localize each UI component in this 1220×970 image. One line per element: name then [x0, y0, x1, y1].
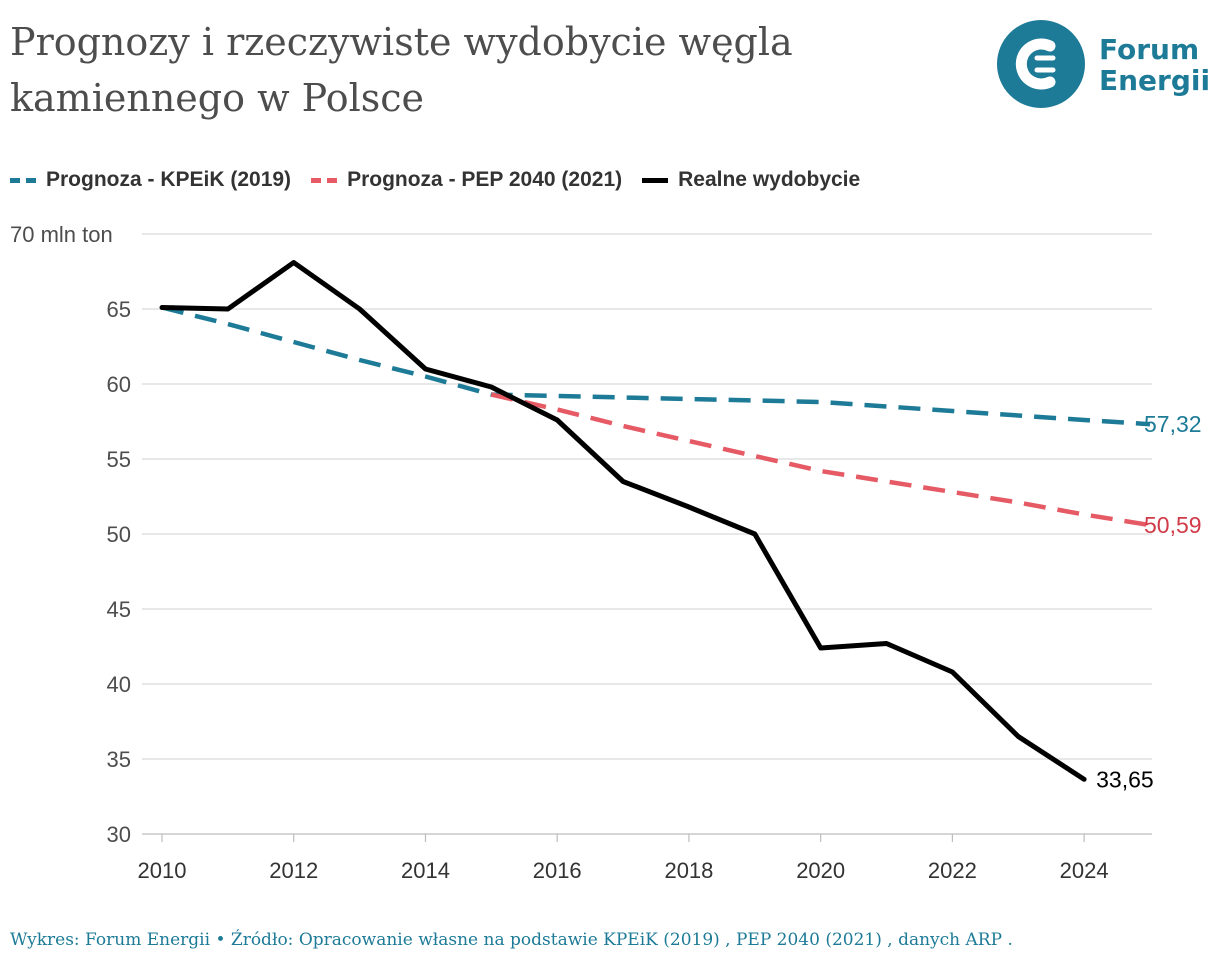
x-tick-label: 2016 [533, 858, 582, 883]
logo-line-2: Energii [1099, 64, 1211, 97]
end-label-kpeik: 57,32 [1144, 411, 1202, 437]
line-chart: 30 35 40 45 50 55 60 65 70 mln ton 2010 2012 2014 20… [10, 222, 1202, 883]
x-tick-label: 2012 [269, 858, 318, 883]
series-line-actual [159, 260, 1087, 782]
end-label-pep: 50,59 [1144, 512, 1202, 538]
chart-legend: Prognoza - KPEiK (2019) Prognoza - PEP 2… [10, 162, 860, 198]
y-tick-label: 65 [107, 297, 131, 322]
legend-item-kpeik: Prognoza - KPEiK (2019) [10, 168, 291, 192]
legend-item-actual: Realne wydobycie [642, 168, 860, 192]
y-tick-label: 50 [107, 522, 131, 547]
forum-energii-logo: Forum Energii [995, 18, 1210, 110]
chart-source-footer: Wykres: Forum Energii • Źródło: Opracowa… [10, 930, 1013, 950]
legend-swatch-kpeik [10, 177, 36, 183]
y-tick-label: 70 mln ton [10, 222, 113, 247]
y-tick-label: 40 [107, 672, 131, 697]
x-tick-label: 2010 [138, 858, 187, 883]
legend-label-actual: Realne wydobycie [678, 168, 861, 191]
x-tick-label: 2020 [796, 858, 845, 883]
series-line-kpeik [161, 305, 1151, 427]
legend-label-kpeik: Prognoza - KPEiK (2019) [46, 168, 292, 191]
logo-mark-icon [997, 20, 1085, 108]
legend-swatch-actual [642, 177, 669, 183]
legend-item-pep: Prognoza - PEP 2040 (2021) [311, 168, 622, 192]
y-tick-label: 55 [107, 447, 131, 472]
y-tick-label: 60 [107, 372, 131, 397]
x-tick-label: 2022 [928, 858, 977, 883]
logo-line-1: Forum [1099, 33, 1200, 66]
x-tick-label: 2014 [401, 858, 450, 883]
legend-label-pep: Prognoza - PEP 2040 (2021) [347, 168, 623, 191]
logo-text: Forum Energii [1099, 34, 1210, 96]
end-label-actual: 33,65 [1096, 766, 1154, 792]
y-tick-label: 45 [107, 597, 131, 622]
series-line-pep [490, 392, 1151, 528]
y-tick-label: 30 [107, 822, 131, 847]
y-tick-label: 35 [107, 747, 131, 772]
chart-title: Prognozy i rzeczywiste wydobycie węgla k… [10, 20, 793, 120]
x-tick-label: 2018 [664, 858, 713, 883]
x-tick-label: 2024 [1060, 858, 1109, 883]
legend-swatch-pep [311, 177, 338, 183]
